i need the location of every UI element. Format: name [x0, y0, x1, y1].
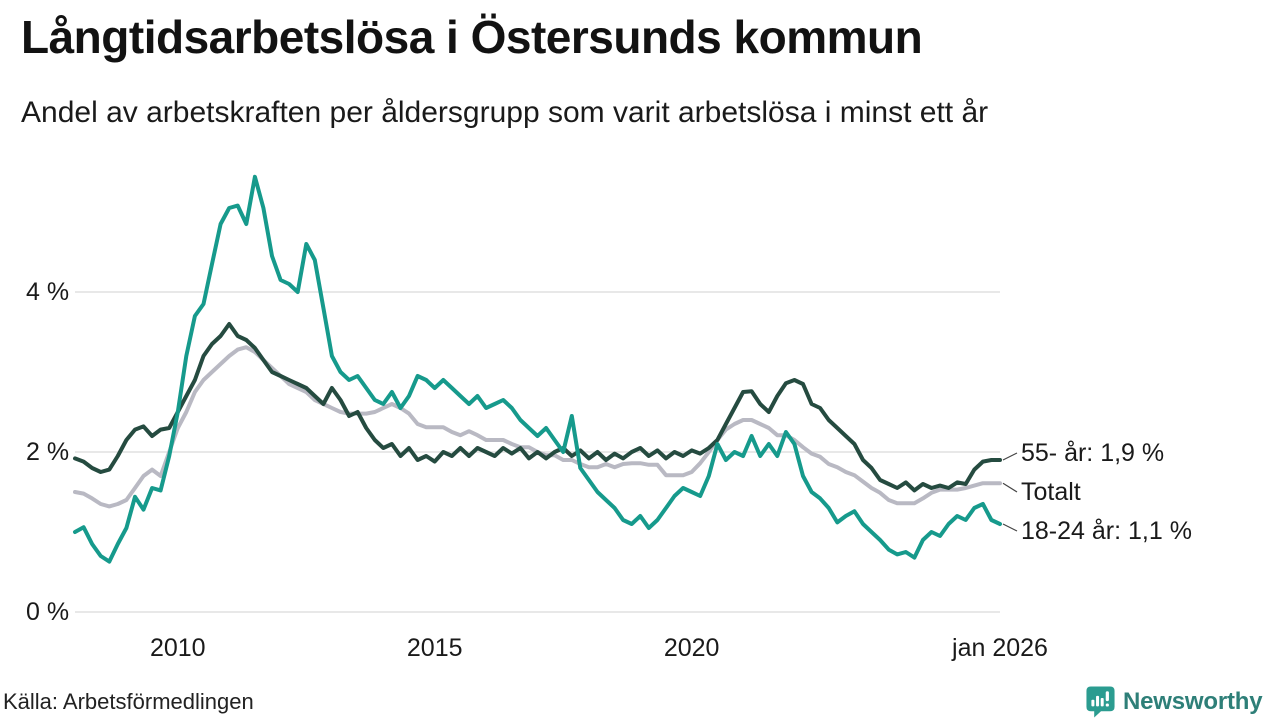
chart-subtitle: Andel av arbetskraften per åldersgrupp s… [21, 96, 989, 129]
x-axis-tick-2026: jan 2026 [952, 634, 1048, 662]
x-axis-tick-2020: 2020 [663, 634, 720, 662]
end-label-connector [1002, 523, 1018, 532]
series-line-18-24-r [73, 174, 1002, 564]
chart-title: Långtidsarbetslösa i Östersunds kommun [21, 11, 923, 63]
x-axis-tick-2010: 2010 [149, 634, 206, 662]
end-label-connector [1002, 452, 1018, 461]
source-attribution: Källa: Arbetsförmedlingen [3, 689, 254, 714]
y-axis-tick-2: 2 % [26, 438, 70, 466]
newsworthy-bubble-chart-icon [1086, 686, 1115, 718]
y-axis-tick-0: 0 % [26, 598, 70, 626]
series-line-55-r [73, 322, 1002, 493]
y-axis-tick-4: 4 % [26, 278, 70, 306]
series-end-label-18-24-r: 18-24 år: 1,1 % [1021, 517, 1192, 545]
end-label-connector [1002, 482, 1018, 493]
x-axis-tick-2015: 2015 [406, 634, 463, 662]
newsworthy-wordmark: Newsworthy [1123, 688, 1263, 715]
series-end-label-55-r: 55- år: 1,9 % [1021, 439, 1165, 467]
newsworthy-logo: Newsworthy [1085, 684, 1263, 720]
series-line-Totalt [73, 345, 1002, 509]
series-end-label-Totalt: Totalt [1021, 478, 1081, 506]
